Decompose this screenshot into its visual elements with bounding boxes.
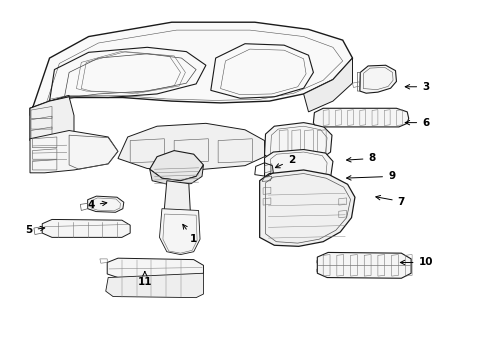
Text: 3: 3 — [405, 82, 429, 92]
Text: 6: 6 — [405, 118, 429, 128]
Text: 9: 9 — [346, 171, 395, 181]
Text: 8: 8 — [346, 153, 376, 163]
Polygon shape — [30, 97, 74, 147]
Text: 4: 4 — [87, 200, 107, 210]
Polygon shape — [304, 58, 352, 112]
Polygon shape — [314, 108, 409, 127]
Polygon shape — [30, 22, 352, 116]
Text: 7: 7 — [376, 195, 405, 207]
Polygon shape — [150, 150, 203, 181]
Polygon shape — [118, 123, 265, 170]
Polygon shape — [106, 273, 203, 298]
Text: 1: 1 — [183, 224, 197, 244]
Polygon shape — [42, 220, 130, 237]
Polygon shape — [159, 209, 200, 255]
Text: 5: 5 — [25, 225, 45, 235]
Polygon shape — [260, 170, 355, 246]
Polygon shape — [88, 196, 124, 212]
Text: 2: 2 — [275, 155, 295, 168]
Polygon shape — [265, 123, 332, 163]
Polygon shape — [107, 258, 203, 278]
Polygon shape — [360, 65, 396, 93]
Polygon shape — [30, 95, 69, 140]
Polygon shape — [150, 165, 203, 185]
Polygon shape — [318, 252, 411, 278]
Polygon shape — [164, 181, 190, 224]
Text: 11: 11 — [138, 271, 152, 287]
Polygon shape — [30, 131, 118, 173]
Polygon shape — [265, 149, 333, 189]
Text: 10: 10 — [400, 257, 433, 267]
